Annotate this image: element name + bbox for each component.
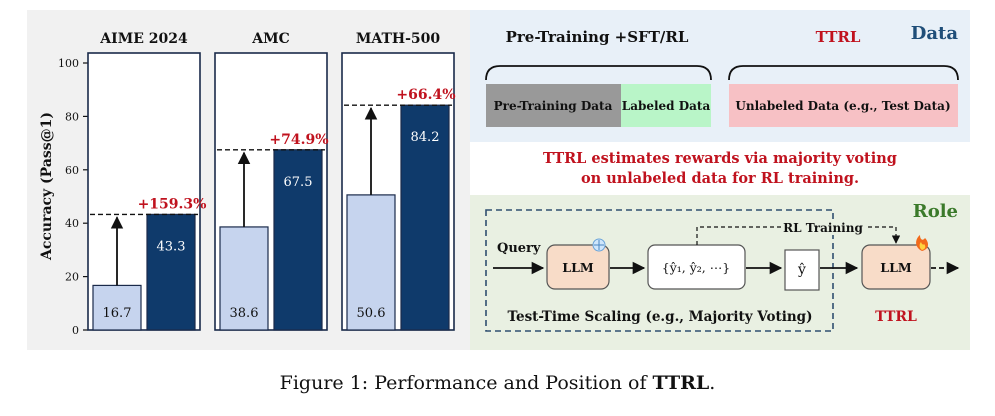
labeled-data-label: Labeled Data: [622, 99, 711, 113]
bar-value-label: 67.5: [284, 175, 313, 190]
answers-label: {ŷ₁, ŷ₂, ⋯}: [662, 260, 730, 275]
gain-label: +159.3%: [138, 196, 207, 212]
caption-prefix: Figure 1: Performance and Position of: [279, 372, 653, 394]
caption-bold: TTRL: [652, 372, 710, 394]
pretrain-data-block: [486, 84, 621, 127]
tts-label: Test-Time Scaling (e.g., Majority Voting…: [507, 309, 812, 325]
bar-value-label: 16.7: [103, 306, 132, 321]
bar: [219, 226, 269, 331]
bar: [92, 284, 142, 331]
pretrain-data-label: Pre-Training Data: [494, 99, 613, 113]
figure-caption: Figure 1: Performance and Position of TT…: [0, 372, 995, 394]
gain-label: +74.9%: [269, 132, 328, 148]
statement-line-1: TTRL estimates rewards via majority voti…: [543, 150, 897, 167]
gain-label: +66.4%: [396, 87, 455, 103]
tts-dashed-box: [485, 209, 834, 332]
bar-value-label: 43.3: [157, 239, 186, 254]
y-hat-box: [784, 249, 820, 291]
llm-right-label: LLM: [880, 260, 912, 275]
y-hat-label: ŷ: [797, 261, 806, 278]
llm-left-box: [546, 244, 610, 290]
bar: [346, 194, 396, 331]
fire-icon: [916, 235, 929, 251]
group-title: MATH-500: [356, 31, 441, 47]
y-tick-label: 100: [58, 57, 79, 70]
y-tick-label: 80: [65, 110, 79, 123]
data-panel-title: Data: [911, 23, 959, 44]
bar-value-label: 38.6: [230, 306, 259, 321]
unlabeled-data-label: Unlabeled Data (e.g., Test Data): [735, 99, 950, 113]
y-tick-label: 20: [65, 271, 79, 284]
ttrl-brace: [728, 65, 959, 81]
rl-training-label-bg: [781, 219, 865, 235]
y-tick-label: 60: [65, 164, 79, 177]
group-title: AMC: [251, 31, 290, 47]
labeled-data-block: [621, 84, 711, 127]
bar-value-label: 84.2: [411, 130, 440, 145]
statement-line-2: on unlabeled data for RL training.: [581, 170, 859, 187]
bar: [273, 149, 323, 331]
rl-training-label: RL Training: [783, 221, 863, 235]
bar-value-label: 50.6: [357, 306, 386, 321]
y-tick-label: 0: [72, 324, 79, 337]
pretrain-heading: Pre-Training +SFT/RL: [506, 28, 689, 46]
query-label: Query: [497, 241, 541, 256]
y-axis-label: Accuracy (Pass@1): [39, 112, 55, 261]
rl-training-feedback: [696, 226, 901, 245]
bar: [400, 104, 450, 331]
y-tick-label: 40: [65, 217, 79, 230]
bar: [146, 213, 196, 331]
llm-right-box: [861, 244, 931, 290]
unlabeled-data-block: [729, 84, 958, 127]
caption-suffix: .: [709, 372, 716, 394]
ttrl-role-label: TTRL: [875, 309, 917, 325]
llm-left-label: LLM: [562, 260, 594, 275]
group-title: AIME 2024: [99, 31, 188, 47]
role-panel-title: Role: [913, 201, 958, 222]
pretrain-brace: [485, 65, 712, 81]
snowflake-icon: [592, 238, 606, 252]
ttrl-data-heading: TTRL: [816, 28, 861, 46]
